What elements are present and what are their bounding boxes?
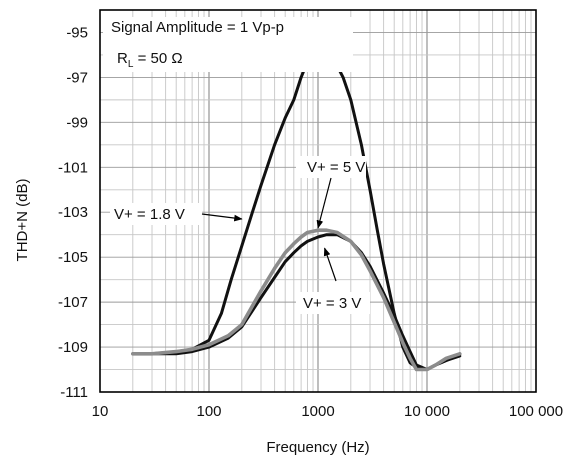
x-axis-label: Frequency (Hz) xyxy=(266,439,369,456)
load-resistance-value: = 50 Ω xyxy=(133,50,182,67)
condition-signal-amplitude: Signal Amplitude = 1 Vp-p xyxy=(111,19,284,36)
tick-labels: 10 100 1000 10 000 100 000 -95 -97 -99 -101 -103 -… xyxy=(58,24,563,420)
y-tick-label: -109 xyxy=(58,339,88,356)
annotation-box xyxy=(110,203,202,225)
annotation-arrow xyxy=(323,247,337,282)
series-line-v-3-v xyxy=(131,233,462,371)
y-tick-label: -101 xyxy=(58,159,88,176)
y-axis-label: THD+N (dB) xyxy=(14,179,31,262)
annotation-arrow xyxy=(201,213,243,222)
x-tick-label: 10 xyxy=(92,403,109,420)
annotation-arrow xyxy=(316,177,332,229)
annotation-label: V+ = 1.8 V xyxy=(114,206,185,223)
x-tick-label: 100 000 xyxy=(509,403,563,420)
grid xyxy=(100,10,536,392)
y-tick-label: -99 xyxy=(66,114,88,131)
x-tick-label: 10 000 xyxy=(404,403,450,420)
conditions-box xyxy=(103,17,353,72)
x-tick-label: 100 xyxy=(196,403,221,420)
y-tick-label: -103 xyxy=(58,204,88,221)
plot-frame xyxy=(99,9,537,393)
y-tick-label: -95 xyxy=(66,24,88,41)
load-resistance-subscript: L xyxy=(128,59,134,70)
load-resistance-symbol: R xyxy=(117,50,128,67)
series-line-v-5-v xyxy=(131,228,462,372)
annotation-box xyxy=(296,292,370,314)
y-tick-label: -111 xyxy=(60,384,88,401)
annotation-label: V+ = 3 V xyxy=(303,295,361,312)
y-tick-label: -105 xyxy=(58,249,88,266)
y-tick-label: -97 xyxy=(66,69,88,86)
annotation-box xyxy=(296,156,366,178)
annotations: V+ = 1.8 V V+ = 5 V V+ = 3 V xyxy=(110,156,370,314)
x-tick-label: 1000 xyxy=(301,403,334,420)
annotation-label: V+ = 5 V xyxy=(307,159,365,176)
y-tick-label: -107 xyxy=(58,294,88,311)
condition-load-resistance: RL = 50 Ω xyxy=(117,50,183,70)
